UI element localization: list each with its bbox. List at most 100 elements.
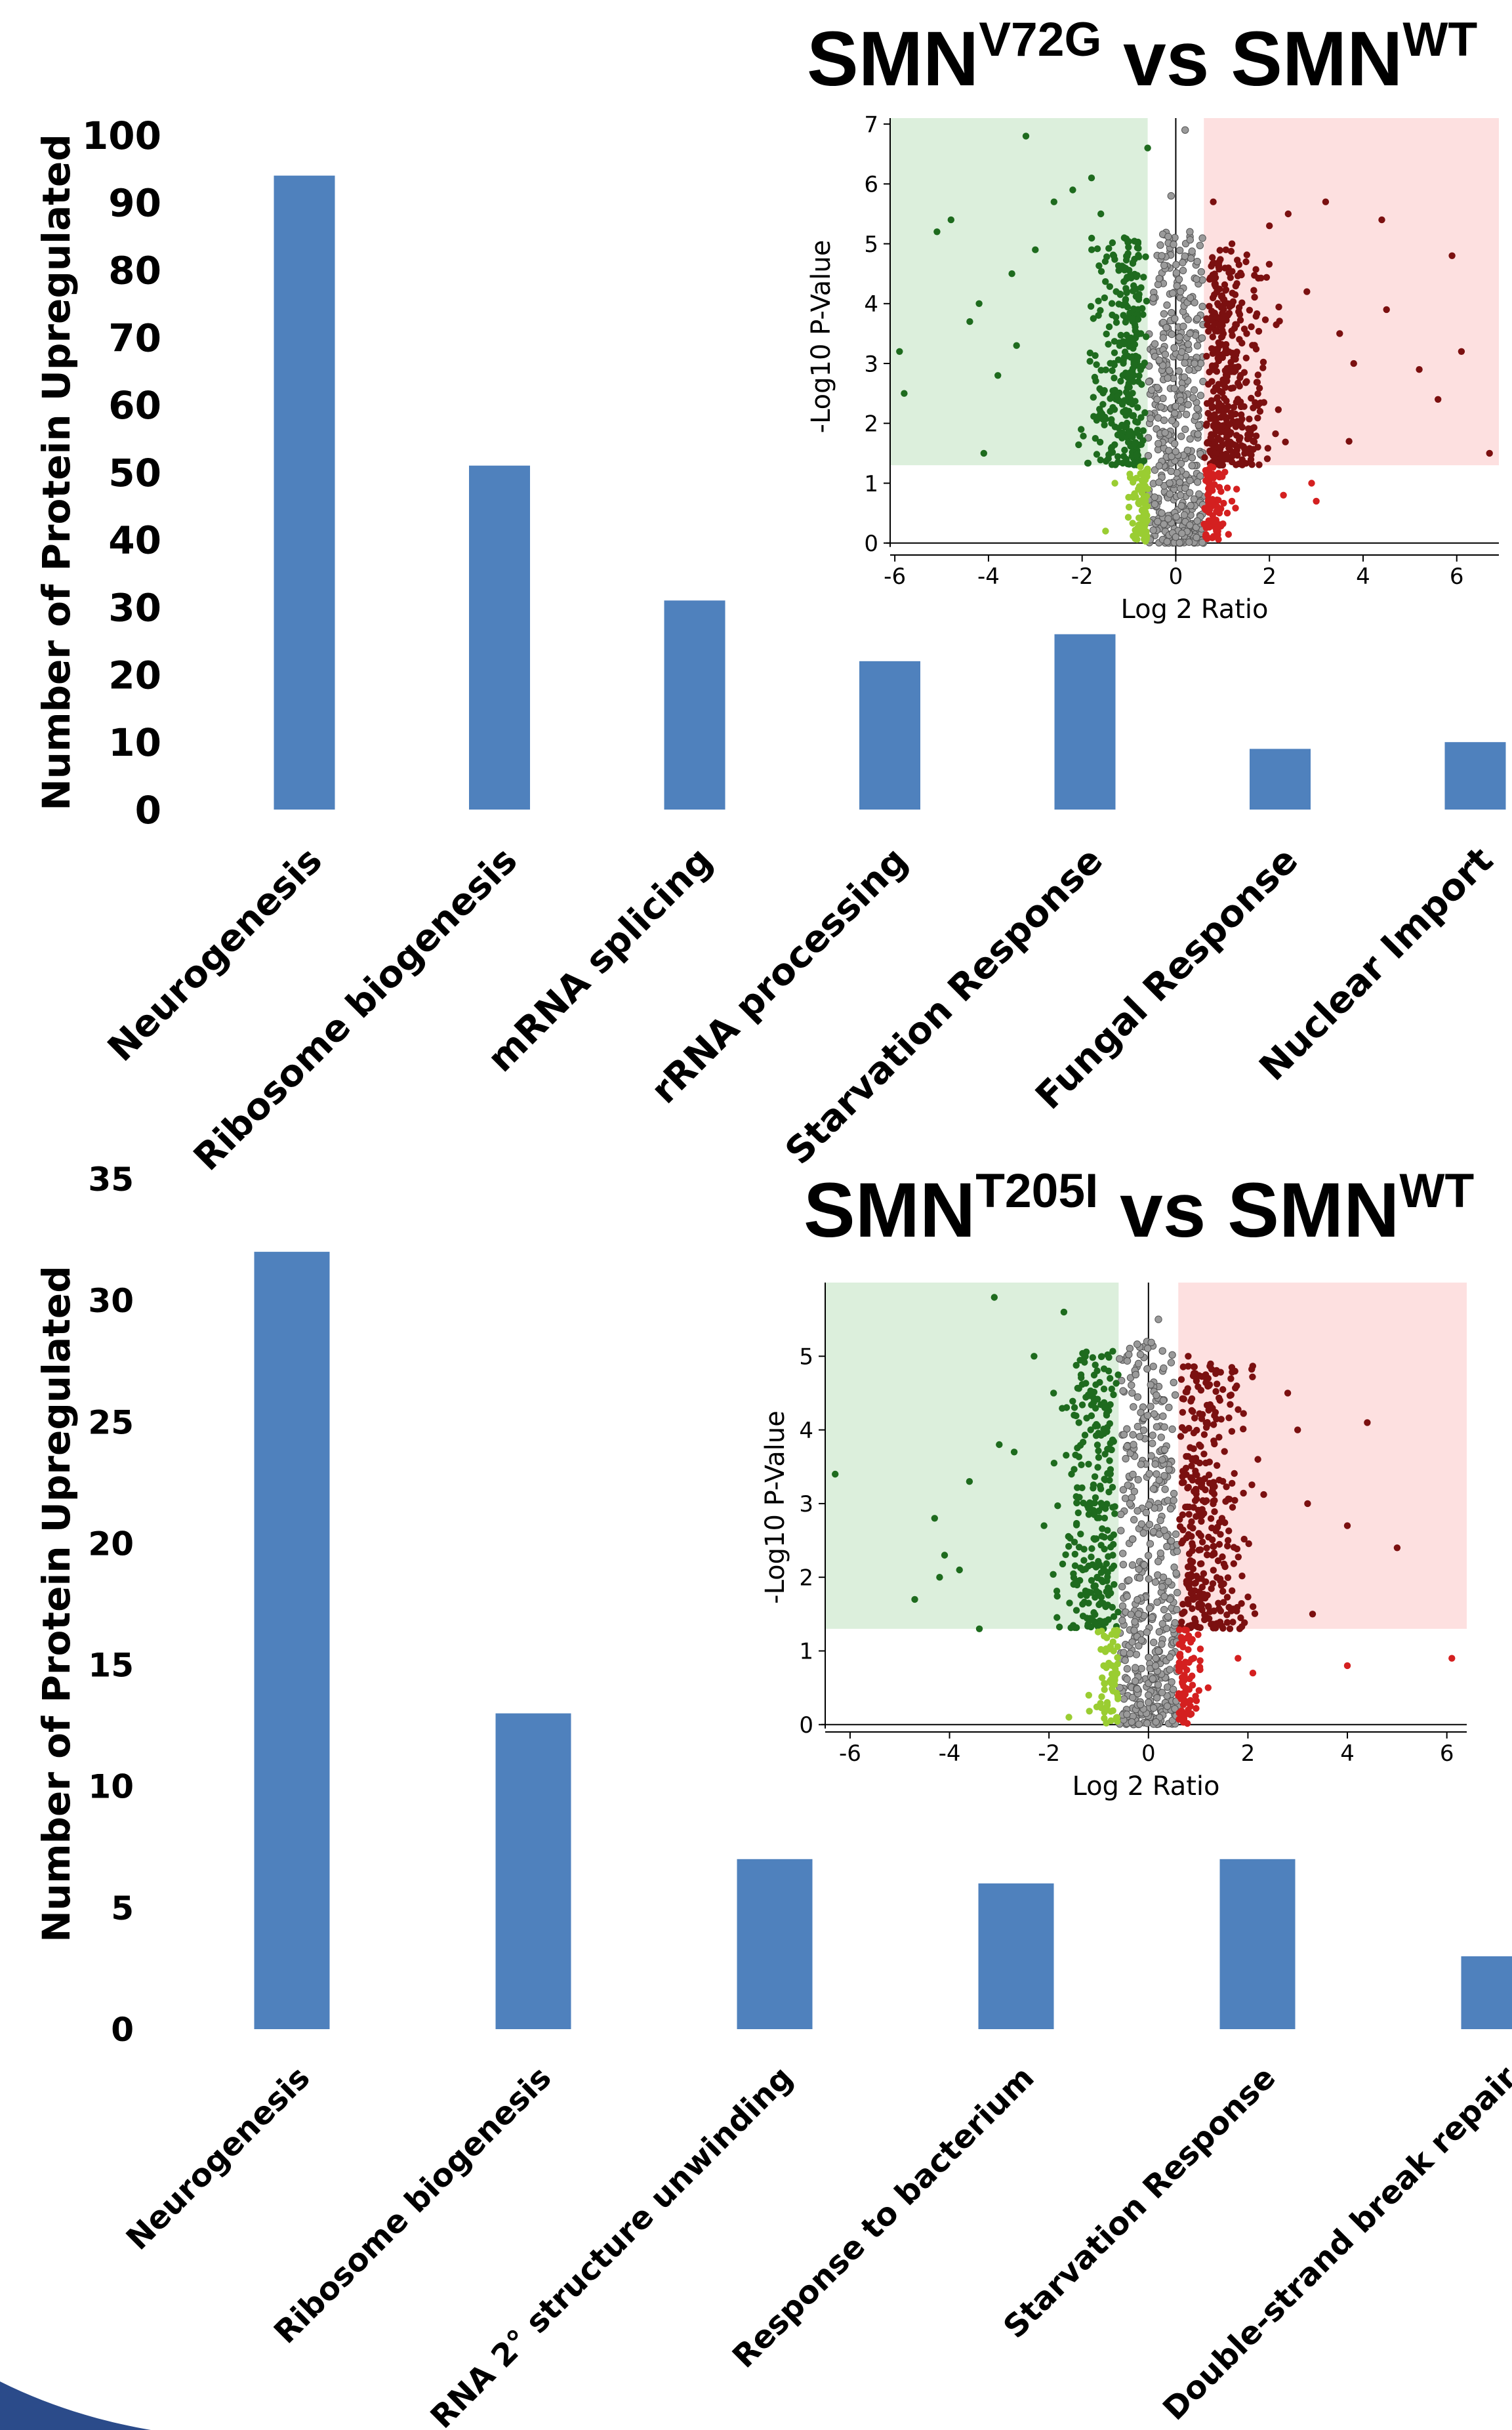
data-point (1097, 210, 1105, 218)
x-tick-label: 4 (1340, 1740, 1355, 1767)
data-point (1166, 1505, 1175, 1513)
data-point (1210, 1549, 1218, 1557)
category-label: Starvation Response (996, 2059, 1282, 2345)
data-point (1081, 1353, 1088, 1361)
bar-starvation-response (1054, 634, 1116, 810)
data-point (1240, 1489, 1247, 1497)
data-point (1216, 1397, 1224, 1404)
data-point (1109, 1504, 1116, 1511)
data-point (1189, 1525, 1196, 1532)
data-point (1097, 457, 1104, 464)
data-point (1135, 251, 1142, 259)
data-point (1124, 392, 1132, 400)
data-point (1125, 493, 1132, 501)
data-point (1134, 306, 1142, 313)
data-point (1127, 354, 1135, 361)
data-point (1134, 1507, 1141, 1515)
data-point (1249, 1670, 1257, 1677)
data-point (1063, 1452, 1070, 1459)
data-point (1188, 1462, 1195, 1470)
data-point (1206, 302, 1213, 310)
data-point (1187, 501, 1195, 510)
data-point (1189, 1408, 1196, 1415)
data-point (1097, 1599, 1104, 1607)
data-point (1145, 1501, 1153, 1509)
y-axis-label: Number of Protein Upregulated (34, 134, 79, 811)
data-point (1150, 1410, 1158, 1418)
data-point (1069, 186, 1076, 194)
data-point (1219, 1553, 1226, 1561)
data-point (1216, 342, 1223, 350)
data-point (1185, 538, 1193, 546)
data-point (1114, 453, 1122, 461)
data-point (1204, 491, 1212, 499)
data-point (1158, 509, 1166, 517)
data-point (1050, 1571, 1057, 1578)
data-point (1113, 288, 1120, 295)
data-point (1191, 1615, 1198, 1622)
data-point (1225, 531, 1233, 538)
data-point (1205, 480, 1212, 487)
data-point (1145, 1575, 1153, 1583)
data-point (1185, 366, 1193, 374)
data-point (1108, 300, 1116, 307)
data-point (1246, 450, 1254, 457)
data-point (1166, 1653, 1174, 1661)
data-point (1196, 1459, 1204, 1467)
data-point (1139, 470, 1147, 478)
data-point (1085, 1691, 1093, 1699)
data-point (1186, 489, 1194, 497)
data-point (1448, 1655, 1456, 1662)
data-point (1078, 1374, 1085, 1382)
data-point (1181, 425, 1189, 434)
data-point (1159, 1397, 1168, 1405)
data-point (1171, 440, 1179, 447)
data-point (1160, 1526, 1168, 1534)
data-point (1097, 1594, 1105, 1601)
data-point (1130, 1403, 1137, 1411)
data-point (1226, 1625, 1234, 1632)
data-point (1132, 1664, 1139, 1672)
data-point (1151, 1662, 1160, 1670)
data-point (1303, 288, 1311, 295)
data-point (1179, 1719, 1187, 1726)
data-point (1107, 1374, 1114, 1382)
data-point (1105, 245, 1113, 252)
data-point (1107, 1466, 1114, 1473)
data-point (1127, 1611, 1135, 1618)
data-point (1172, 513, 1180, 521)
data-point (1144, 452, 1153, 460)
y-tick-label: 80 (108, 248, 161, 293)
data-point (1250, 287, 1257, 294)
data-point (1131, 1618, 1139, 1626)
data-point (1089, 1354, 1097, 1361)
data-point (1197, 1386, 1205, 1394)
data-point (1123, 287, 1130, 295)
data-point (1179, 1511, 1187, 1519)
data-point (1214, 443, 1221, 451)
data-point (1102, 1603, 1109, 1611)
data-point (1198, 1512, 1206, 1519)
data-point (1215, 381, 1222, 388)
data-point (1183, 1626, 1191, 1634)
data-point (1103, 330, 1110, 338)
volcano-title-part: SMN (804, 1167, 975, 1254)
data-point (1248, 323, 1255, 331)
data-point (1219, 1477, 1227, 1485)
data-point (1205, 485, 1212, 492)
data-point (1198, 1538, 1206, 1546)
data-point (1230, 403, 1238, 411)
data-point (1068, 1470, 1075, 1478)
data-point (1179, 1678, 1186, 1686)
data-point (1067, 1624, 1074, 1632)
data-point (1120, 453, 1128, 460)
data-point (1171, 1705, 1179, 1713)
data-point (1254, 415, 1261, 422)
data-point (1112, 1666, 1119, 1673)
data-point (1236, 434, 1244, 442)
data-point (1177, 459, 1185, 468)
data-point (1134, 536, 1141, 543)
data-point (1343, 1662, 1351, 1670)
data-point (1180, 511, 1189, 519)
data-point (1226, 1392, 1234, 1399)
